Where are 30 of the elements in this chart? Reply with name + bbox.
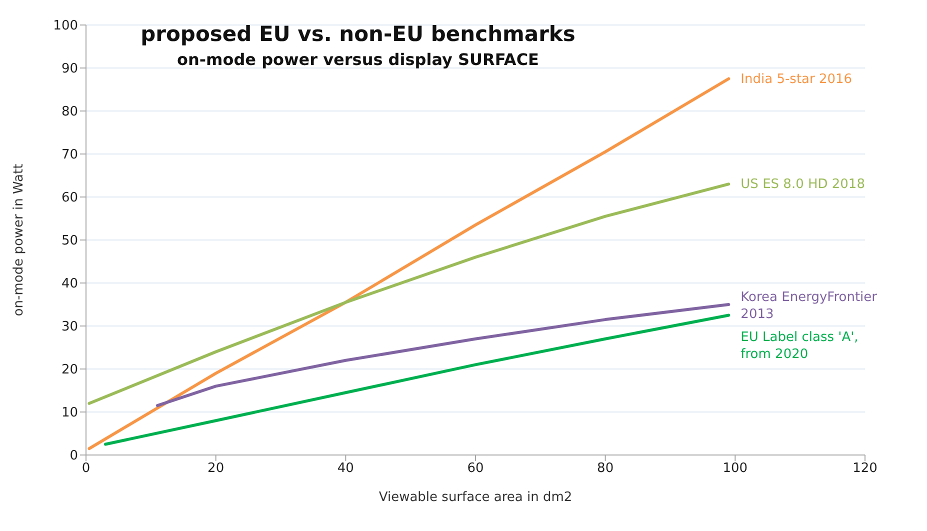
x-tick-label: 40 — [337, 461, 354, 476]
text: on-mode power versus display SURFACE — [176, 50, 540, 69]
line-series — [88, 77, 730, 450]
line-series — [88, 182, 730, 405]
x-tick-label: 100 — [722, 461, 748, 476]
line-series — [156, 303, 730, 408]
chart-title: proposed EU vs. non-EU benchmarks — [140, 22, 576, 46]
series-label: India 5-star 2016 — [740, 70, 852, 88]
y-tick-label: 90 — [61, 62, 78, 77]
x-axis-title: Viewable surface area in dm2 — [378, 490, 572, 505]
y-axis-title: on-mode power in Watt — [12, 164, 27, 316]
y-tick-label: 60 — [61, 190, 78, 206]
x-tick-label: 80 — [597, 461, 614, 476]
y-tick-label: 100 — [53, 18, 78, 34]
y-tick-label: 30 — [61, 320, 78, 335]
y-tick-label: 40 — [61, 276, 78, 292]
y-tick-label: 20 — [61, 362, 78, 378]
x-tick-label: 20 — [208, 461, 224, 476]
x-tick-label: 120 — [852, 461, 878, 476]
y-tick-label: 50 — [61, 234, 78, 249]
x-tick-label: 60 — [467, 461, 484, 476]
y-tick-label: 0 — [70, 448, 78, 464]
y-tick-label: 70 — [61, 148, 78, 163]
series-label: EU Label class 'A', from 2020 — [740, 328, 858, 362]
x-tick-label: 0 — [82, 461, 90, 476]
y-tick-label: 10 — [61, 406, 78, 421]
line-series — [104, 314, 730, 446]
y-tick-label: 80 — [61, 104, 78, 120]
series-label: Korea EnergyFrontier 2013 — [740, 288, 878, 322]
series-label: US ES 8.0 HD 2018 — [740, 176, 865, 194]
